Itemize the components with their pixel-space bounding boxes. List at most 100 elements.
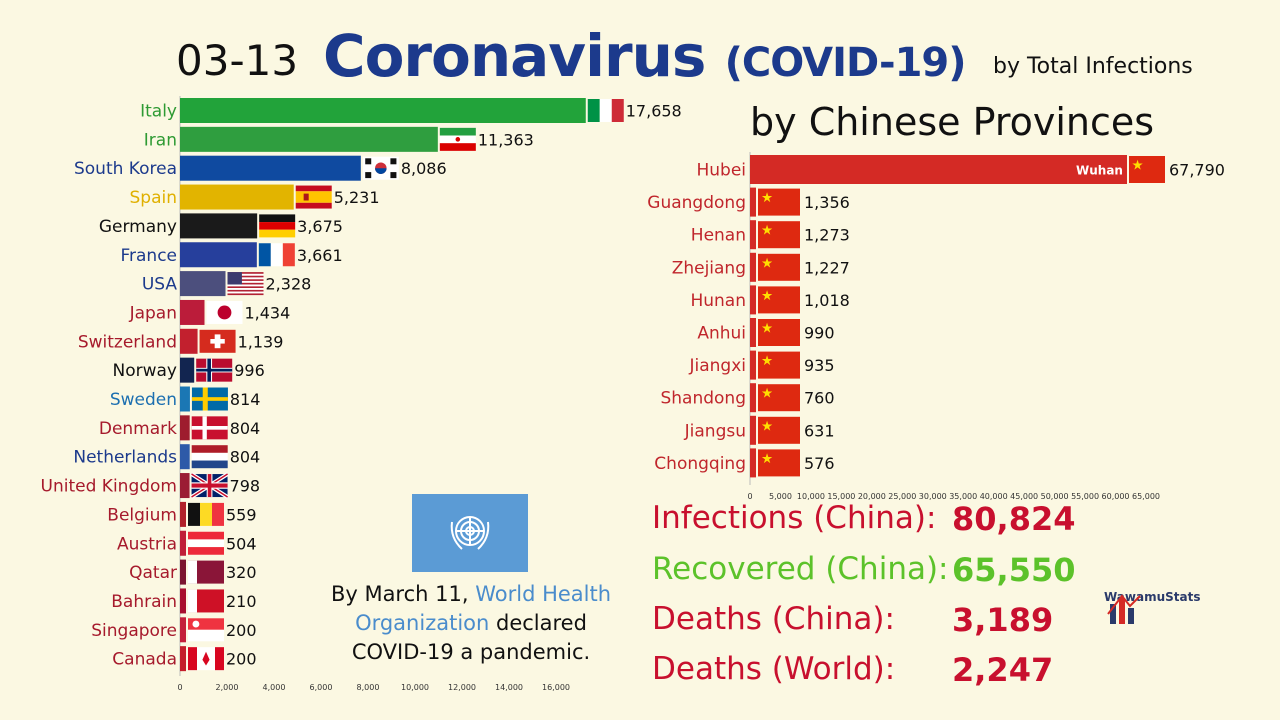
tick-label: 25,000 xyxy=(888,492,916,501)
bar-label: Sweden xyxy=(110,390,177,410)
value-label: 8,086 xyxy=(401,159,447,178)
flag-cn-icon: ★ xyxy=(758,384,800,412)
value-label: 1,227 xyxy=(804,258,850,277)
flag-gb-icon xyxy=(190,472,229,499)
tick-label: 50,000 xyxy=(1041,492,1069,501)
bar-singapore xyxy=(180,617,186,643)
bar-denmark xyxy=(180,415,190,441)
value-label: 200 xyxy=(226,621,257,640)
bar-guangdong xyxy=(750,187,756,217)
bar-label: France xyxy=(120,246,177,266)
bar-zhejiang xyxy=(750,252,756,282)
flag-cn-icon: ★ xyxy=(758,416,800,444)
flag-fr-icon xyxy=(258,243,295,267)
pandemic-note: By March 11, World Health Organization d… xyxy=(330,580,612,667)
value-label: 990 xyxy=(804,324,835,343)
tick-label: 6,000 xyxy=(310,683,333,692)
value-label: 559 xyxy=(226,505,257,524)
bar-chongqing xyxy=(750,448,756,478)
bar-shandong xyxy=(750,383,756,413)
flag-be-icon xyxy=(188,502,224,526)
bar-label: Belgium xyxy=(107,505,177,525)
flag-cn-icon: ★ xyxy=(758,286,800,314)
bar-united-kingdom xyxy=(180,473,190,499)
tick-label: 10,000 xyxy=(797,492,825,501)
flag-es-icon xyxy=(295,185,332,209)
value-label: 200 xyxy=(226,650,257,669)
bar-italy xyxy=(180,98,586,123)
bar-japan xyxy=(180,299,205,325)
flag-cn-icon: ★ xyxy=(758,188,800,216)
value-label: 631 xyxy=(804,421,835,440)
bar-label: Shandong xyxy=(660,389,746,409)
note-who: World Health Organization xyxy=(355,582,612,635)
chart-title: Coronavirus (COVID-19) xyxy=(323,22,967,90)
tick-label: 60,000 xyxy=(1102,492,1130,501)
bar-label: Bahrain xyxy=(111,592,177,612)
bar-belgium xyxy=(180,501,186,527)
logo-icon xyxy=(1107,594,1141,624)
flag-ca-icon xyxy=(188,647,224,671)
bar-hubei xyxy=(750,155,1127,184)
flag-cn-icon: ★ xyxy=(758,253,800,281)
stat-label: Infections (China): xyxy=(652,500,937,536)
flag-ch-icon xyxy=(199,329,236,353)
bar-netherlands xyxy=(180,444,190,470)
svg-text:★: ★ xyxy=(761,223,773,239)
bar-label: Japan xyxy=(129,303,177,323)
tick-label: 16,000 xyxy=(542,683,570,692)
flag-at-icon xyxy=(188,531,224,555)
value-label: 3,675 xyxy=(297,217,343,236)
stat-value: 2,247 xyxy=(952,651,1054,689)
bar-iran xyxy=(180,126,438,152)
flag-it-icon xyxy=(587,99,624,122)
bar-label: Singapore xyxy=(91,621,177,641)
bar-label: Guangdong xyxy=(647,193,746,213)
svg-text:★: ★ xyxy=(761,386,773,402)
bar-label: Qatar xyxy=(129,563,177,583)
note-prefix: By March 11, xyxy=(330,582,476,606)
bar-jiangxi xyxy=(750,350,756,380)
value-label: 996 xyxy=(234,361,265,380)
flag-sg-icon xyxy=(188,618,224,642)
tick-label: 4,000 xyxy=(263,683,286,692)
title-main: Coronavirus xyxy=(323,22,706,90)
value-label: 1,434 xyxy=(244,303,290,322)
bar-label: Hunan xyxy=(690,291,746,311)
value-label: 3,661 xyxy=(297,246,343,265)
flag-cn-icon: ★ xyxy=(758,449,800,477)
svg-text:★: ★ xyxy=(761,353,773,369)
china-chart-title: by Chinese Provinces xyxy=(750,100,1155,144)
note-suffix: declared COVID-19 a pandemic. xyxy=(351,611,591,664)
value-label: 576 xyxy=(804,454,835,473)
bar-norway xyxy=(180,357,195,383)
svg-text:★: ★ xyxy=(761,451,773,467)
flag-cn-icon: ★ xyxy=(758,351,800,379)
svg-text:★: ★ xyxy=(761,255,773,271)
bar-jiangsu xyxy=(750,415,756,445)
value-label: 814 xyxy=(230,390,261,409)
value-label: 5,231 xyxy=(334,188,380,207)
value-label: 320 xyxy=(226,563,257,582)
bar-henan xyxy=(750,220,756,250)
value-label: 804 xyxy=(230,419,261,438)
bar-label: United Kingdom xyxy=(41,477,177,497)
bar-label: Norway xyxy=(113,361,178,381)
bar-label: Austria xyxy=(117,534,177,554)
bar-sweden xyxy=(180,386,190,412)
bar-qatar xyxy=(180,559,186,585)
flag-cn-icon: ★ xyxy=(758,319,800,346)
value-label: 1,356 xyxy=(804,193,850,212)
svg-text:★: ★ xyxy=(1132,158,1144,174)
value-label: 1,139 xyxy=(238,332,284,351)
logo: WawamuStats xyxy=(1104,590,1201,624)
bar-label: Canada xyxy=(112,650,177,670)
tick-label: 55,000 xyxy=(1071,492,1099,501)
flag-nl-icon xyxy=(191,445,228,469)
tick-label: 8,000 xyxy=(357,683,380,692)
bar-usa xyxy=(180,271,226,297)
value-label: 804 xyxy=(230,448,261,467)
value-label: 210 xyxy=(226,592,257,611)
value-label: 798 xyxy=(230,477,261,496)
flag-cn-icon: ★ xyxy=(1128,156,1165,183)
